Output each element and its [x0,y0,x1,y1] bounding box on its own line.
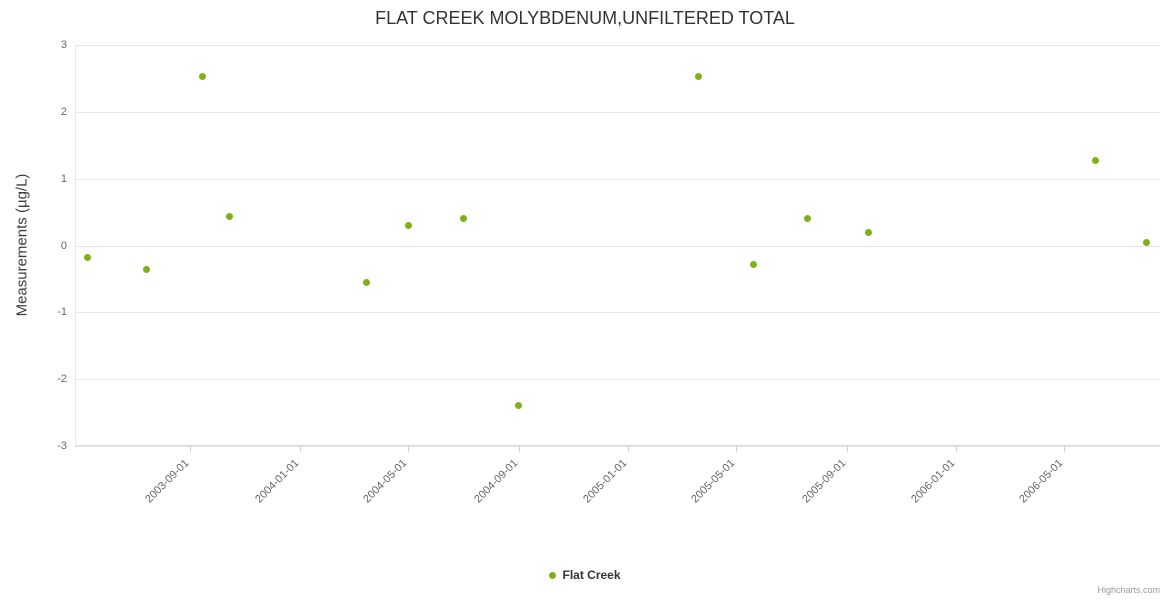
data-point[interactable] [1091,157,1099,165]
data-point[interactable] [515,402,523,410]
x-axis-line [75,445,1160,446]
legend-label: Flat Creek [562,568,621,582]
y-tick-label: -3 [57,440,67,452]
data-point[interactable] [749,260,757,268]
x-tick-mark [408,446,410,452]
data-point[interactable] [84,254,92,262]
y-gridline [75,111,1160,113]
y-gridline [75,178,1160,180]
x-tick-mark [1063,446,1065,452]
y-gridline [75,312,1160,314]
x-tick-mark [628,446,630,452]
y-tick-label: -1 [57,306,67,319]
data-point[interactable] [864,228,872,236]
plot-area [75,45,1160,447]
x-tick-mark [518,446,520,452]
y-tick-label: -2 [57,373,67,386]
x-tick-mark [299,446,301,452]
chart-title: FLAT CREEK MOLYBDENUM,UNFILTERED TOTAL [375,8,795,28]
legend-marker-icon [549,571,557,579]
data-point[interactable] [694,72,702,80]
x-tick-mark [956,446,958,452]
y-gridline [75,45,1160,46]
x-tick-mark [846,446,848,452]
credits-link[interactable]: Highcharts.com [1097,585,1160,595]
x-tick-mark [189,446,191,452]
y-tick-label: 3 [60,39,67,51]
y-gridline [75,245,1160,247]
data-point[interactable] [1143,238,1151,246]
y-tick-label: 1 [60,172,67,185]
data-point[interactable] [459,215,467,223]
data-point[interactable] [225,213,233,221]
data-point[interactable] [362,278,370,286]
y-tick-label: 0 [60,239,67,252]
y-gridline [75,379,1160,381]
x-tick-mark [736,446,738,452]
y-tick-label: 2 [60,105,67,118]
legend-item-flat-creek[interactable]: Flat Creek [0,568,1170,582]
data-point[interactable] [804,215,812,223]
y-gridline [75,446,1160,447]
data-point[interactable] [199,72,207,80]
data-point[interactable] [404,221,412,229]
data-point[interactable] [143,266,151,274]
